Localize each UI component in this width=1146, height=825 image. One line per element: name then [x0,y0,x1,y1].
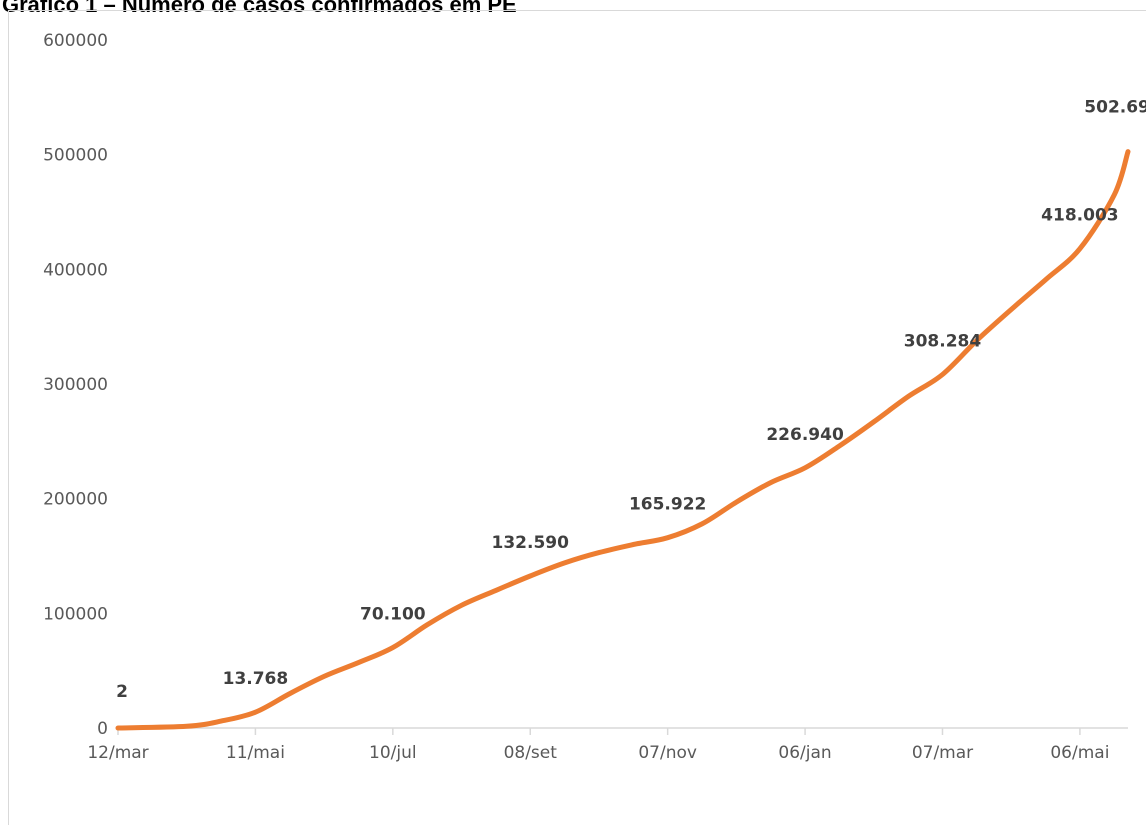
x-tick-label: 10/jul [369,743,417,763]
y-tick-label: 600000 [43,31,108,51]
x-tick-label: 07/mar [912,743,973,763]
chart-border [8,10,1146,825]
y-tick-label: 100000 [43,604,108,624]
x-axis-ticks: 12/mar 11/mai 10/jul 08/set 07/nov 06/jan 07/m… [87,728,1109,763]
y-axis-ticks: 0 100000 200000 300000 400000 500000 600000 [43,31,108,739]
x-tick-label: 06/jan [778,743,831,763]
y-tick-label: 500000 [43,146,108,166]
x-tick-label: 07/nov [638,743,697,763]
y-tick-label: 200000 [43,490,108,510]
y-tick-label: 0 [97,719,108,739]
series-line [115,149,1131,731]
data-label: 308.284 [904,332,982,352]
x-tick-label: 06/mai [1050,743,1109,763]
y-tick-label: 300000 [43,375,108,395]
data-label: 2 [116,682,128,702]
data-label: 502.697 [1084,98,1146,118]
data-label: 165.922 [629,495,706,515]
series-layer [115,149,1131,731]
data-label: 132.590 [492,533,570,553]
chart-frame [8,10,1146,825]
chart-title: Gráfico 1 – Número de casos confirmados … [2,0,517,17]
x-tick-label: 11/mai [226,743,285,763]
data-label: 70.100 [360,605,426,625]
x-tick-label: 08/set [504,743,558,763]
x-tick-label: 12/mar [87,743,148,763]
data-labels: 2 13.768 70.100 132.590 165.922 226.940 308.28… [116,98,1146,702]
data-label: 226.940 [766,425,844,445]
data-label: 418.003 [1041,206,1118,226]
y-tick-label: 400000 [43,260,108,280]
data-label: 13.768 [223,669,289,689]
